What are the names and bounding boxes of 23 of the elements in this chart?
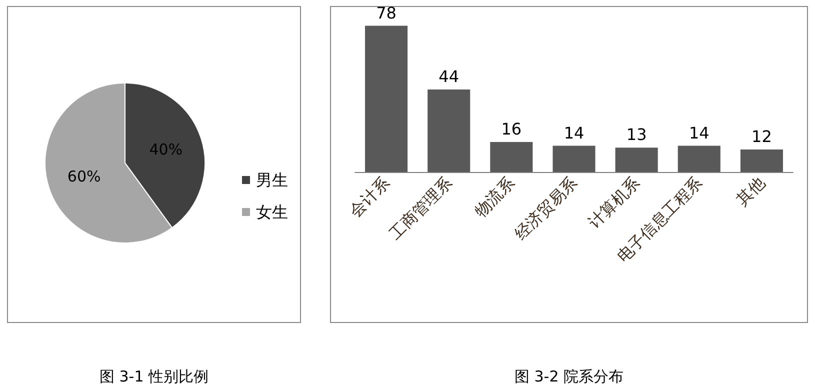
x-tick-label: 物流系: [470, 173, 518, 221]
bar: [490, 142, 533, 172]
caption: 图 3-2 院系分布: [514, 368, 624, 386]
data-label: 13: [626, 125, 647, 144]
data-label: 14: [688, 123, 710, 142]
legend-label: 女生: [256, 202, 288, 222]
data-label: 44: [438, 67, 460, 86]
data-label: 40%: [149, 140, 183, 159]
data-label: 12: [752, 127, 772, 146]
bar: [615, 148, 658, 172]
bar: [552, 146, 596, 172]
bar: [678, 146, 720, 172]
data-label: 16: [501, 120, 522, 138]
x-tick-label: 会计系: [346, 173, 394, 221]
bar: [428, 90, 470, 172]
data-label: 78: [376, 3, 396, 22]
data-label: 14: [564, 123, 584, 142]
x-tick-label: 其他: [732, 173, 768, 210]
bar: [365, 26, 408, 172]
data-label: 60%: [67, 167, 101, 186]
legend-label: 男生: [256, 170, 288, 190]
caption: 图 3-1 性别比例: [99, 368, 209, 386]
bar: [740, 150, 783, 172]
